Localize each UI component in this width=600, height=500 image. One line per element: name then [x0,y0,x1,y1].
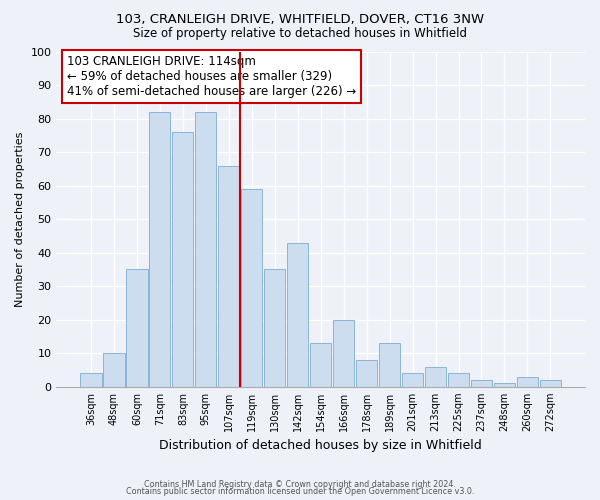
Bar [448,374,469,387]
Bar [356,360,377,387]
Bar [379,343,400,387]
Bar [149,112,170,387]
Text: Size of property relative to detached houses in Whitfield: Size of property relative to detached ho… [133,28,467,40]
Bar [103,354,125,387]
Y-axis label: Number of detached properties: Number of detached properties [15,132,25,307]
Bar [241,189,262,387]
Text: Contains public sector information licensed under the Open Government Licence v3: Contains public sector information licen… [126,487,474,496]
Bar [80,374,101,387]
Bar [517,376,538,387]
Bar [287,242,308,387]
Bar [195,112,217,387]
Bar [471,380,492,387]
Text: 103 CRANLEIGH DRIVE: 114sqm
← 59% of detached houses are smaller (329)
41% of se: 103 CRANLEIGH DRIVE: 114sqm ← 59% of det… [67,55,356,98]
Bar [333,320,354,387]
X-axis label: Distribution of detached houses by size in Whitfield: Distribution of detached houses by size … [160,440,482,452]
Bar [494,384,515,387]
Bar [540,380,561,387]
Bar [172,132,193,387]
Bar [127,270,148,387]
Bar [310,343,331,387]
Bar [218,166,239,387]
Bar [264,270,286,387]
Text: Contains HM Land Registry data © Crown copyright and database right 2024.: Contains HM Land Registry data © Crown c… [144,480,456,489]
Bar [402,374,423,387]
Bar [425,366,446,387]
Text: 103, CRANLEIGH DRIVE, WHITFIELD, DOVER, CT16 3NW: 103, CRANLEIGH DRIVE, WHITFIELD, DOVER, … [116,12,484,26]
